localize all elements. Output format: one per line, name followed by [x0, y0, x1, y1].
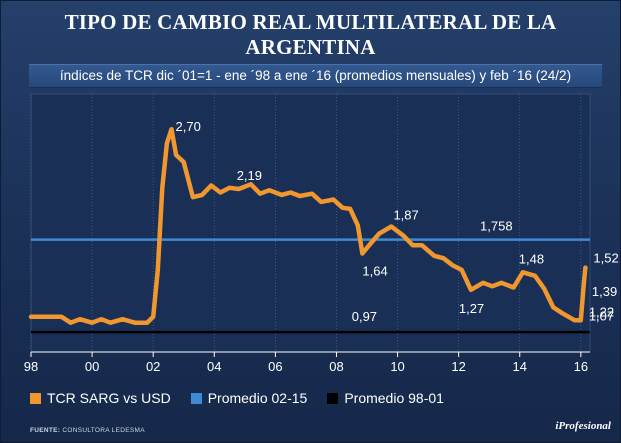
data-label-0: 2,70: [176, 119, 201, 134]
chart-subtitle: índices de TCR dic ´01=1 - ene ´98 a ene…: [29, 64, 602, 88]
chart-title: TIPO DE CAMBIO REAL MULTILATERAL DE LA A…: [64, 10, 557, 59]
x-tick-label-16: 16: [574, 359, 588, 374]
data-label-1: 2,19: [237, 168, 262, 183]
x-tick-label-12: 12: [451, 359, 465, 374]
plot-area: [30, 93, 591, 353]
data-label-11: 1,07: [589, 308, 614, 323]
x-tick-label-02: 02: [146, 359, 160, 374]
brand-logo: iProfesional: [555, 420, 611, 432]
legend-label-avg-98-01: Promedio 98-01: [344, 390, 444, 406]
data-label-10: 1,22: [589, 305, 614, 320]
x-tick-label-06: 06: [268, 359, 282, 374]
legend-swatch-avg-02-15: [190, 392, 202, 404]
data-label-6: 1,27: [459, 301, 484, 316]
x-tick-label-98: 98: [24, 359, 38, 374]
data-label-4: 1,64: [362, 263, 387, 278]
legend-swatch-tcr: [30, 392, 41, 404]
data-label-8: 1,52: [593, 251, 618, 266]
legend-label-avg-02-15: Promedio 02-15: [207, 390, 308, 406]
data-label-7: 0,97: [352, 309, 377, 324]
x-tick-label-14: 14: [513, 359, 527, 374]
legend-swatch-avg-98-01: [327, 392, 339, 404]
data-label-3: 1,758: [480, 219, 513, 234]
data-label-2: 1,87: [393, 208, 418, 223]
x-tick-label-10: 10: [390, 359, 404, 374]
legend-item-avg-98-01: Promedio 98-01: [327, 390, 444, 406]
source-label: FUENTE:: [30, 427, 61, 434]
data-label-9: 1,39: [592, 284, 617, 299]
source-text: CONSULTORA LEDESMA: [62, 427, 145, 434]
chart-legend: TCR SARG vs USD Promedio 02-15 Promedio …: [30, 389, 464, 407]
x-tick-label-00: 00: [85, 359, 99, 374]
data-label-5: 1,48: [519, 251, 544, 266]
legend-item-tcr: TCR SARG vs USD: [30, 390, 171, 406]
x-tick-label-04: 04: [207, 359, 221, 374]
x-tick-label-08: 08: [329, 359, 343, 374]
source-note: FUENTE: CONSULTORA LEDESMA: [30, 427, 145, 434]
legend-label-tcr: TCR SARG vs USD: [47, 390, 171, 406]
legend-item-avg-02-15: Promedio 02-15: [190, 390, 308, 406]
